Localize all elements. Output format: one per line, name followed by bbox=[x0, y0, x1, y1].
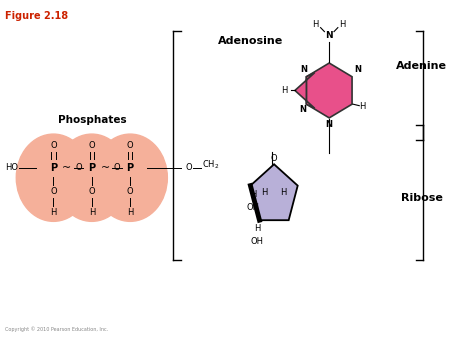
Text: N: N bbox=[325, 31, 333, 40]
Text: O: O bbox=[50, 141, 57, 150]
Text: N: N bbox=[299, 105, 306, 114]
Text: O: O bbox=[50, 187, 57, 196]
Text: H: H bbox=[50, 208, 57, 217]
Ellipse shape bbox=[16, 134, 90, 221]
Text: O: O bbox=[185, 163, 192, 172]
Text: ~: ~ bbox=[101, 163, 110, 173]
Text: ~: ~ bbox=[62, 163, 72, 173]
Text: P: P bbox=[126, 163, 134, 173]
Polygon shape bbox=[250, 164, 298, 220]
Text: Adenosine: Adenosine bbox=[217, 35, 283, 46]
Text: H: H bbox=[127, 208, 133, 217]
Polygon shape bbox=[306, 63, 352, 118]
Text: Copyright © 2010 Pearson Education, Inc.: Copyright © 2010 Pearson Education, Inc. bbox=[4, 327, 108, 332]
Text: N: N bbox=[326, 120, 333, 129]
Text: H: H bbox=[89, 208, 95, 217]
Text: Adenine: Adenine bbox=[396, 61, 447, 71]
Text: H: H bbox=[339, 20, 346, 29]
Text: O: O bbox=[127, 187, 134, 196]
Text: HO: HO bbox=[5, 163, 18, 172]
Text: H: H bbox=[261, 188, 268, 197]
Text: O: O bbox=[75, 163, 82, 172]
Text: Figure 2.18: Figure 2.18 bbox=[4, 11, 68, 21]
Text: OH: OH bbox=[251, 237, 264, 246]
Text: Ribose: Ribose bbox=[401, 193, 443, 203]
Text: O: O bbox=[271, 154, 277, 163]
Text: CH$_2$: CH$_2$ bbox=[202, 158, 219, 170]
Text: O: O bbox=[113, 163, 120, 172]
Text: N: N bbox=[354, 65, 361, 74]
Text: O: O bbox=[89, 141, 95, 150]
Text: O: O bbox=[89, 187, 95, 196]
Text: OH: OH bbox=[246, 202, 259, 212]
Ellipse shape bbox=[93, 134, 167, 221]
Polygon shape bbox=[295, 73, 315, 108]
Text: H: H bbox=[254, 224, 260, 233]
Text: H: H bbox=[360, 102, 366, 111]
Text: O: O bbox=[127, 141, 134, 150]
Ellipse shape bbox=[54, 134, 129, 221]
Text: H: H bbox=[313, 20, 319, 29]
Text: H: H bbox=[280, 188, 287, 197]
Text: P: P bbox=[88, 163, 95, 173]
Text: Phosphates: Phosphates bbox=[58, 115, 126, 125]
Text: N: N bbox=[301, 65, 307, 74]
Text: H: H bbox=[281, 86, 288, 95]
Text: H: H bbox=[250, 190, 256, 199]
Text: P: P bbox=[50, 163, 57, 173]
